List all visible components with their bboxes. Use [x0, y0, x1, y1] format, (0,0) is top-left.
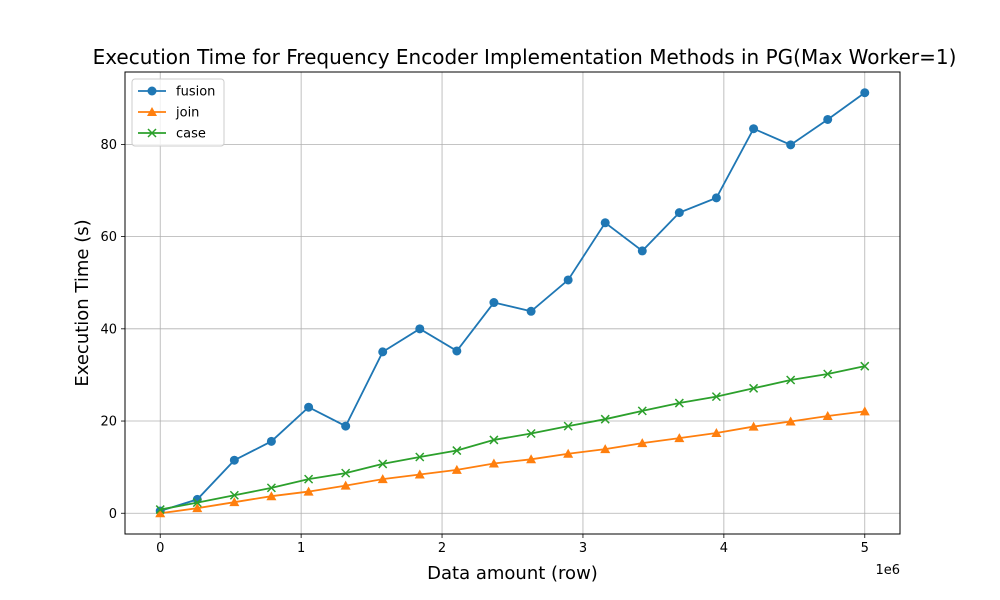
data-point — [563, 421, 573, 431]
data-point — [600, 218, 610, 228]
data-point — [192, 503, 203, 513]
data-point — [155, 505, 165, 515]
data-point — [378, 347, 388, 357]
data-point — [451, 464, 462, 474]
data-point — [488, 458, 499, 468]
data-point — [748, 421, 759, 431]
legend-item-fusion: fusion — [138, 85, 215, 100]
legend-label: fusion — [176, 85, 215, 100]
y-axis-title: Execution Time (s) — [72, 219, 93, 386]
data-point — [674, 208, 684, 218]
data-point — [229, 497, 240, 507]
data-point — [192, 498, 202, 508]
data-point — [637, 438, 648, 448]
data-point — [229, 455, 239, 465]
data-point — [711, 392, 721, 402]
data-point — [229, 490, 239, 500]
data-point — [341, 421, 351, 431]
series-fusion — [155, 88, 870, 516]
legend-label: join — [175, 106, 199, 121]
data-point — [303, 486, 314, 496]
y-tick-label: 60 — [100, 230, 117, 245]
data-point — [859, 406, 870, 416]
x-tick-label: 1 — [297, 541, 305, 556]
x-tick-label: 5 — [861, 541, 869, 556]
data-point — [563, 275, 573, 285]
data-point — [340, 480, 351, 490]
data-point — [414, 469, 425, 479]
data-point — [377, 474, 388, 484]
x-axis-offset-label: 1e6 — [875, 563, 900, 578]
plot-frame — [124, 71, 901, 535]
data-point — [147, 128, 157, 138]
x-axis-title: Data amount (row) — [427, 563, 598, 584]
data-point — [526, 306, 536, 316]
series-layer — [155, 88, 870, 518]
data-point — [860, 88, 870, 98]
data-point — [563, 448, 574, 458]
grid — [125, 72, 900, 534]
data-point — [266, 491, 277, 501]
data-point — [711, 428, 722, 438]
data-point — [749, 383, 759, 393]
y-tick-label: 80 — [100, 138, 117, 153]
data-point — [266, 436, 276, 446]
data-point — [637, 246, 647, 256]
data-point — [147, 86, 157, 96]
series-case — [155, 361, 870, 515]
series-join — [155, 406, 870, 518]
data-point — [823, 114, 833, 124]
data-point — [489, 435, 499, 445]
legend-item-case: case — [138, 127, 206, 142]
data-point — [600, 414, 610, 424]
chart-title: Execution Time for Frequency Encoder Imp… — [93, 45, 957, 69]
data-point — [452, 446, 462, 456]
data-point — [304, 474, 314, 484]
data-point — [147, 107, 157, 116]
data-point — [785, 416, 796, 426]
legend-item-join: join — [138, 106, 199, 121]
data-point — [526, 454, 537, 464]
data-point — [304, 402, 314, 412]
data-point — [749, 124, 759, 134]
x-tick-label: 4 — [720, 541, 728, 556]
axis-ticks: 0 1 2 3 4 5 0 20 40 60 80 — [100, 138, 868, 556]
data-point — [637, 406, 647, 416]
data-point — [415, 324, 425, 334]
legend: fusion join case — [131, 78, 225, 147]
data-point — [711, 193, 721, 203]
x-tick-label: 0 — [156, 541, 164, 556]
y-tick-label: 0 — [109, 507, 117, 522]
series-line — [159, 92, 866, 512]
x-tick-label: 3 — [579, 541, 587, 556]
data-point — [266, 483, 276, 493]
data-point — [822, 410, 833, 420]
data-point — [600, 444, 611, 454]
data-point — [674, 433, 685, 443]
data-point — [489, 298, 499, 308]
data-point — [341, 468, 351, 478]
x-tick-label: 2 — [438, 541, 446, 556]
data-point — [452, 346, 462, 356]
series-line — [160, 365, 865, 511]
data-point — [786, 140, 796, 150]
data-point — [526, 428, 536, 439]
data-point — [415, 452, 425, 462]
data-point — [823, 369, 833, 379]
data-point — [155, 508, 166, 518]
legend-label: case — [176, 127, 206, 142]
series-line — [160, 410, 865, 515]
y-tick-label: 40 — [100, 322, 117, 337]
data-point — [860, 361, 870, 371]
data-point — [378, 459, 388, 469]
data-point — [786, 375, 796, 385]
y-tick-label: 20 — [100, 415, 117, 430]
data-point — [674, 398, 684, 408]
